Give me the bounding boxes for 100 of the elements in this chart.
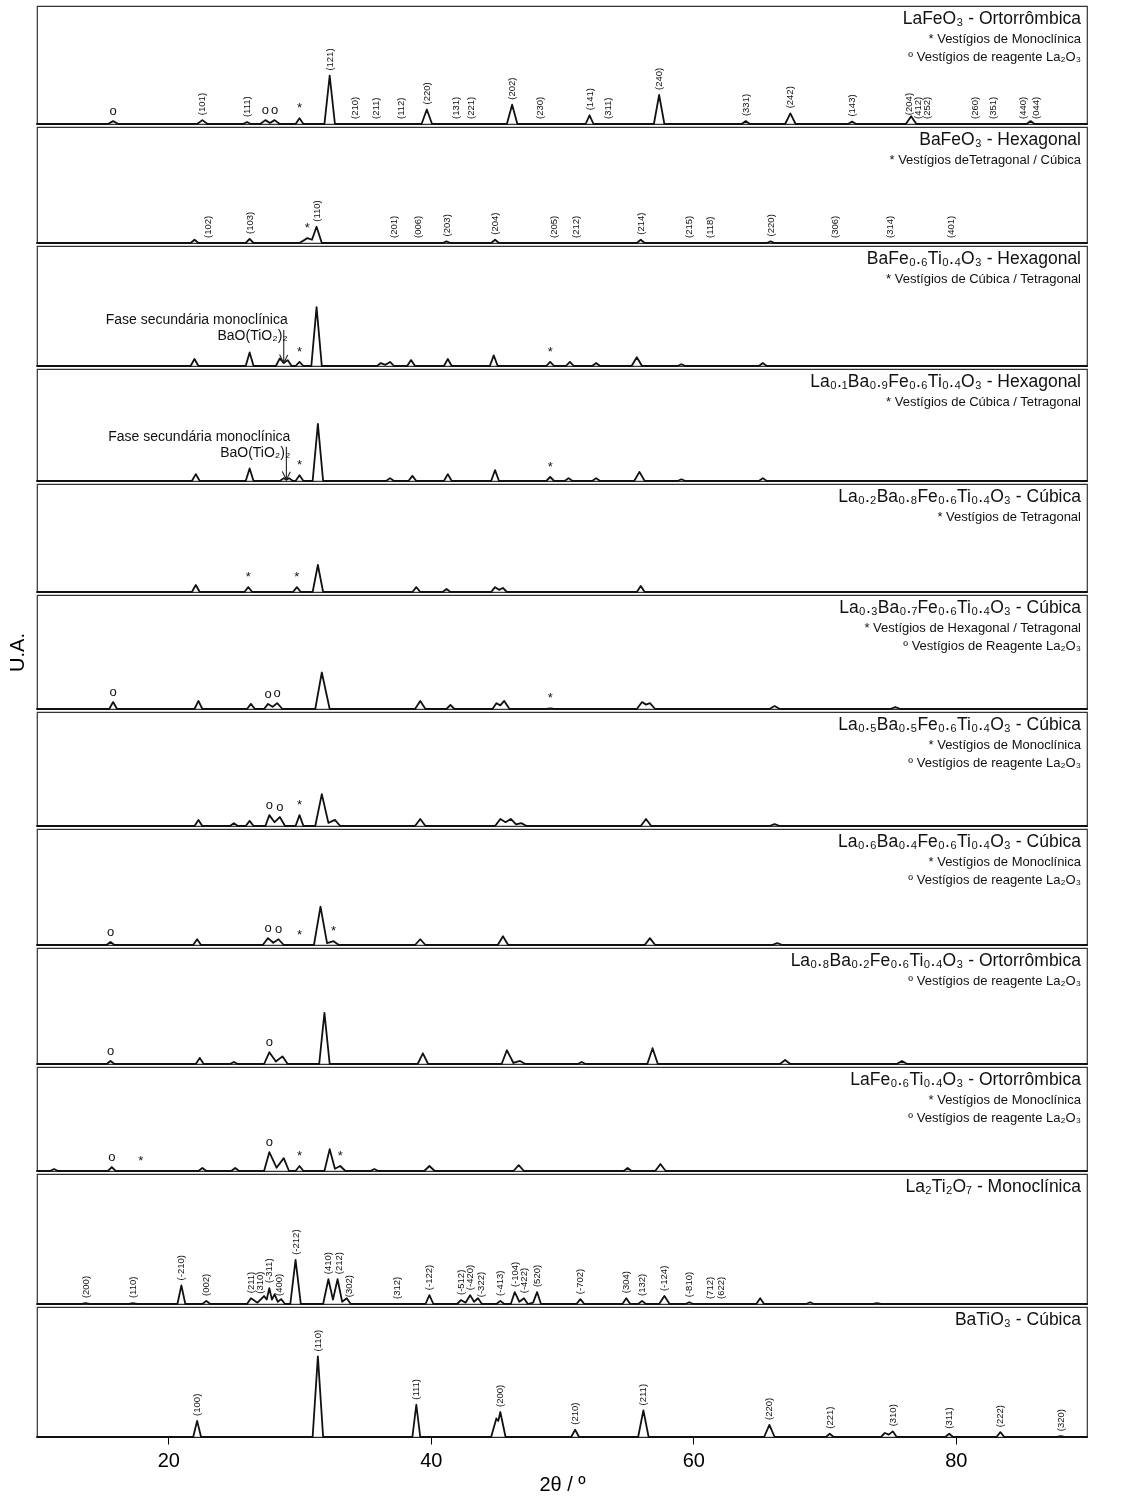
chart-title: LaFeO₃ - Ortorrômbica <box>902 8 1082 28</box>
annotation: (205) <box>548 215 560 238</box>
annotation: (200) <box>79 1275 91 1299</box>
annotation: (002) <box>200 1273 212 1296</box>
annotation: (-322) <box>474 1271 486 1298</box>
annotation: (203) <box>440 214 452 237</box>
annotation: (312) <box>390 1276 402 1299</box>
annotation: (121) <box>323 48 335 71</box>
annotation: * <box>296 797 303 813</box>
annotation: (100) <box>191 1393 203 1416</box>
annotation: * <box>337 1147 343 1163</box>
annotation: (400) <box>272 1273 284 1296</box>
annotation: (331) <box>739 93 751 117</box>
chart-title: La₀.₅Ba₀.₅Fe₀.₆Ti₀.₄O₃ - Cúbica <box>838 714 1082 734</box>
annotation: (311) <box>943 1407 955 1429</box>
annotation: (118) <box>704 216 716 238</box>
annotation: * <box>138 1153 144 1168</box>
text: * Vestígios de Tetragonal <box>937 508 1082 524</box>
text: º Vestígios de Reagente La₂O₃ <box>903 637 1081 653</box>
annotation: o <box>273 685 281 701</box>
annotation: o <box>265 1034 273 1050</box>
annotation: (410) <box>322 1252 334 1275</box>
annotation: o <box>265 1134 273 1150</box>
y-axis-title: U.A. <box>5 633 28 672</box>
annotation: (-122) <box>423 1264 435 1291</box>
annotation: (141) <box>583 88 595 111</box>
text: * Vestígios deTetragonal / Cúbica <box>889 151 1082 167</box>
annotation: (-124) <box>658 1265 670 1292</box>
annotation: o <box>264 685 272 701</box>
chart-title: La₀.₂Ba₀.₈Fe₀.₆Ti₀.₄O₃ - Cúbica <box>838 486 1082 506</box>
annotation: * <box>245 569 251 585</box>
annotation: * <box>331 923 337 939</box>
x-axis-title: 2θ / º <box>539 1472 587 1495</box>
annotation: (211) <box>369 97 381 119</box>
annotation: (143) <box>846 94 858 117</box>
annotation: (101) <box>196 92 208 116</box>
annotation: (401) <box>944 215 956 238</box>
annotation: (111) <box>241 96 252 118</box>
annotation: * <box>547 343 553 359</box>
annotation: (044) <box>1029 96 1041 119</box>
annotation: (102) <box>201 215 213 238</box>
x-tick-label: 40 <box>420 1448 443 1471</box>
chart-title: LaFe₀.₆Ti₀.₄O₃ - Ortorrômbica <box>850 1069 1082 1089</box>
chart-title: La₀.₈Ba₀.₂Fe₀.₆Ti₀.₄O₃ - Ortorrômbica <box>790 950 1082 970</box>
annotation: (221) <box>823 1406 835 1429</box>
annotation: (111) <box>410 1378 422 1400</box>
annotation: (306) <box>829 215 840 238</box>
chart-title: BaFe₀.₆Ti₀.₄O₃ - Hexagonal <box>866 248 1081 268</box>
annotation: o <box>108 1149 116 1165</box>
annotation: (304) <box>620 1271 632 1294</box>
annotation: (212) <box>570 215 582 238</box>
annotation: (314) <box>884 215 896 238</box>
annotation: * <box>547 690 553 706</box>
annotation: (210) <box>569 1402 581 1425</box>
text: º Vestígios de reagente La₂O₃ <box>908 754 1081 770</box>
text: * Vestígios de Monoclínica <box>928 736 1082 752</box>
annotation: (-512) <box>454 1269 466 1296</box>
annotation: (440) <box>1016 96 1028 119</box>
annotation: (320) <box>1054 1409 1066 1432</box>
annotation: * <box>296 343 303 359</box>
annotation: * <box>304 220 310 236</box>
annotation: (112) <box>394 97 406 119</box>
annotation: o <box>109 684 117 700</box>
annotation: (220) <box>420 82 432 105</box>
chart-title: BaTiO₃ - Cúbica <box>954 1309 1082 1329</box>
annotation: (200) <box>494 1384 506 1408</box>
text: * Vestígios de Hexagonal / Tetragonal <box>864 619 1082 635</box>
annotation: (110) <box>310 200 322 222</box>
annotation: (-210) <box>175 1255 187 1281</box>
annotation: o <box>106 923 115 939</box>
text: * Vestígios de Cúbica / Tetragonal <box>886 270 1082 286</box>
annotation: (214) <box>634 212 646 235</box>
annotation: (211) <box>637 1383 649 1406</box>
annotation: o <box>265 797 273 813</box>
annotation: (110) <box>311 1329 323 1352</box>
annotation: (351) <box>986 96 998 119</box>
annotation: (622) <box>714 1276 726 1299</box>
annotation: o <box>106 1042 115 1058</box>
chart-title: La₀.₆Ba₀.₄Fe₀.₆Ti₀.₄O₃ - Cúbica <box>838 831 1082 851</box>
chart-title: La₀.₃Ba₀.₇Fe₀.₆Ti₀.₄O₃ - Cúbica <box>839 597 1082 617</box>
text: º Vestígios de reagente La₂O₃ <box>908 1109 1081 1125</box>
chart-title: BaFeO₃ - Hexagonal <box>919 129 1081 149</box>
annotation: * <box>547 459 553 474</box>
annotation: (222) <box>994 1404 1006 1428</box>
annotation: (215) <box>683 215 695 238</box>
annotation: * <box>296 927 303 942</box>
annotation: (-212) <box>289 1229 301 1255</box>
chart-title: La₀.₁Ba₀.₉Fe₀.₆Ti₀.₄O₃ - Hexagonal <box>810 371 1081 391</box>
annotation: * <box>296 100 303 116</box>
x-tick-label: 20 <box>157 1448 180 1471</box>
annotation: (221) <box>465 96 477 119</box>
annotation: (311) <box>601 97 613 119</box>
chart-title: La₂Ti₂O₇ - Monoclínica <box>905 1176 1082 1196</box>
annotation: (-702) <box>574 1268 586 1295</box>
annotation: * <box>296 457 303 473</box>
annotation: (212) <box>332 1252 344 1275</box>
annotation: (260) <box>969 96 981 119</box>
annotation: (132) <box>636 1273 648 1296</box>
annotation: (520) <box>531 1264 543 1288</box>
annotation: (712) <box>704 1276 716 1299</box>
